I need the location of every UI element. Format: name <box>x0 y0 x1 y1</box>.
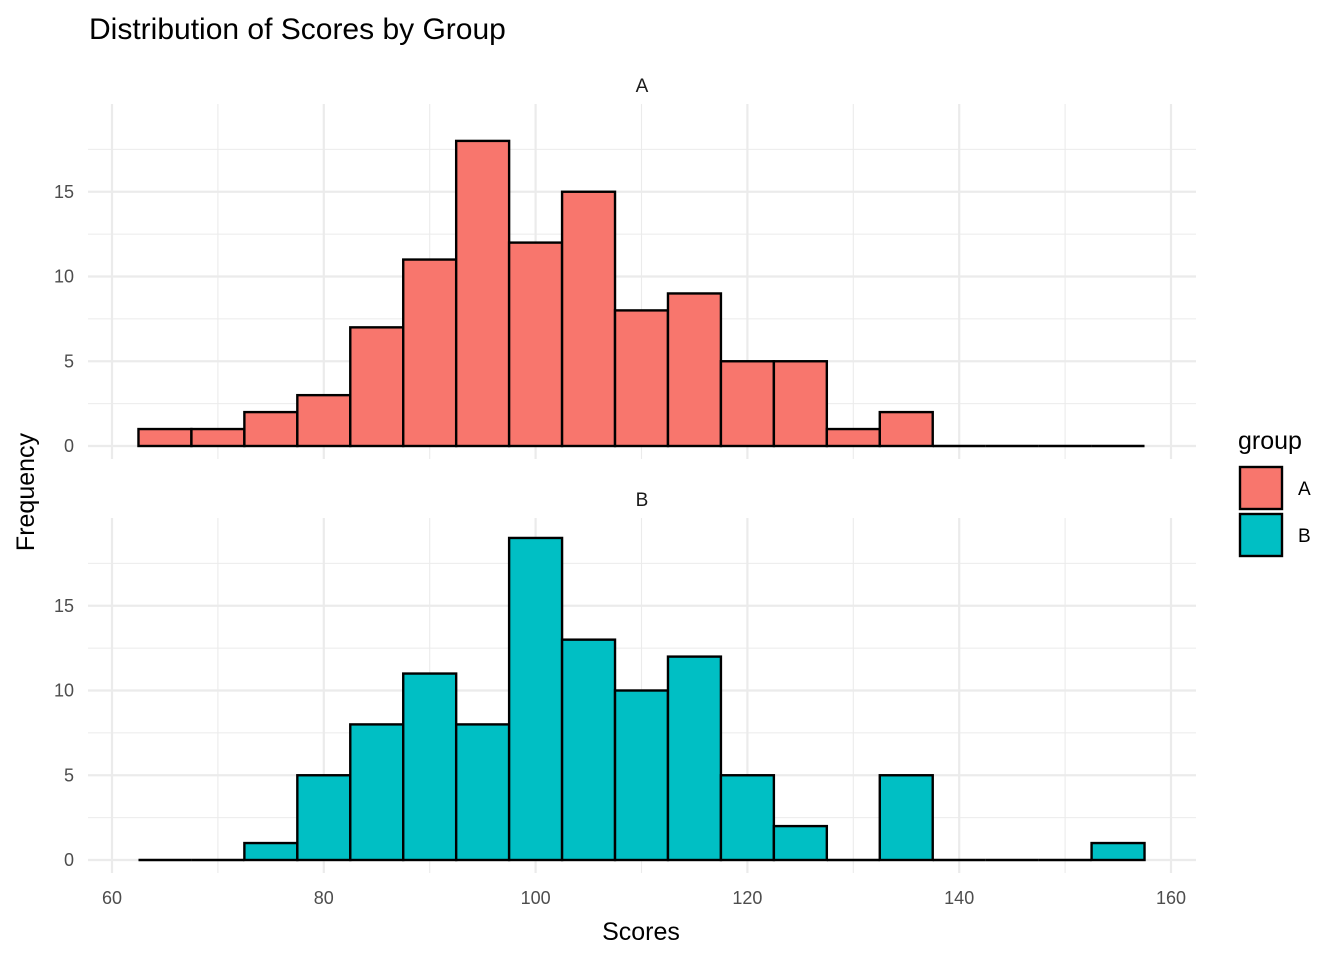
y-tick-label: 0 <box>64 850 74 870</box>
x-tick-label: 140 <box>944 888 974 908</box>
histogram-bar <box>666 292 723 448</box>
histogram-bar <box>719 360 776 448</box>
histogram-bar <box>772 824 829 862</box>
legend: group A B <box>1238 427 1311 558</box>
histogram-bar <box>349 326 405 448</box>
x-axis-title: Scores <box>602 918 680 946</box>
y-tick-label: 5 <box>64 351 74 371</box>
histogram-bar <box>243 410 299 448</box>
y-tick-label: 15 <box>54 596 74 616</box>
histogram-bar <box>243 841 299 862</box>
histogram-bar <box>454 723 511 862</box>
histogram-bar <box>349 723 405 862</box>
x-tick-label: 60 <box>102 888 122 908</box>
y-tick-label: 10 <box>54 267 74 287</box>
histogram-bar <box>825 427 881 448</box>
histogram-bar <box>507 536 564 862</box>
histogram-bar <box>878 410 934 448</box>
legend-key-B <box>1238 512 1284 558</box>
histogram-bar <box>613 689 670 862</box>
legend-key-A <box>1238 465 1284 511</box>
facet-label: A <box>636 76 649 97</box>
histogram-bar <box>719 774 776 862</box>
histogram-bar <box>560 190 617 448</box>
legend-label: A <box>1298 479 1311 500</box>
y-axis-title: Frequency <box>12 432 40 551</box>
facet-panel-A: A 0 5 10 15 <box>54 76 1196 459</box>
y-tick-label: 10 <box>54 681 74 701</box>
chart-title: Distribution of Scores by Group <box>89 13 506 46</box>
histogram-bar <box>878 774 934 862</box>
histogram-bar <box>296 774 352 862</box>
y-tick-label: 15 <box>54 182 74 202</box>
histogram-bar <box>190 427 246 448</box>
x-tick-label: 160 <box>1156 888 1186 908</box>
y-tick-label: 5 <box>64 765 74 785</box>
legend-label: B <box>1298 526 1311 547</box>
x-tick-label: 80 <box>314 888 334 908</box>
histogram-bar <box>402 258 458 448</box>
histogram-bar <box>507 241 564 448</box>
histogram-bar <box>454 139 511 448</box>
histogram-bar <box>613 309 670 448</box>
facet-panels: A 0 5 10 15 B 0 5 10 15 60 80 100 120 140 160 <box>54 76 1196 908</box>
legend-title: group <box>1238 427 1302 455</box>
histogram-bar <box>666 655 723 862</box>
x-tick-label: 120 <box>732 888 762 908</box>
histogram-bar <box>772 360 829 448</box>
facet-panel-B: B 0 5 10 15 <box>54 490 1196 873</box>
histogram-bar <box>402 672 458 862</box>
y-tick-label: 0 <box>64 436 74 456</box>
histogram-bar <box>1090 841 1146 862</box>
x-tick-label: 100 <box>521 888 551 908</box>
histogram-bar <box>137 427 193 448</box>
facet-label: B <box>636 490 649 511</box>
histogram-bar <box>296 393 352 448</box>
histogram-bar <box>560 638 617 862</box>
